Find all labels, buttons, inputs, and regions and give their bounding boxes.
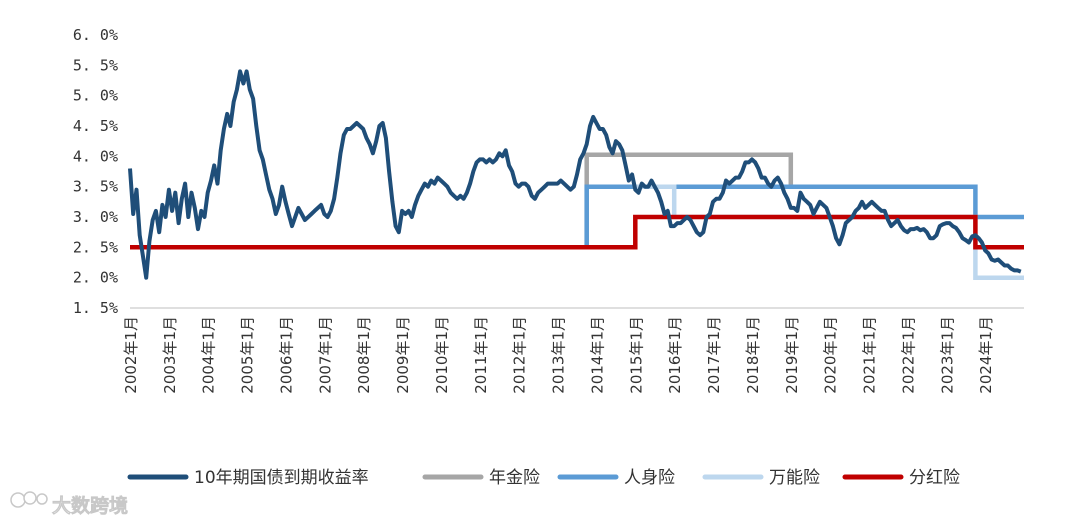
plot-area — [128, 69, 1024, 280]
x-tick-label: 2003年1月 — [161, 316, 179, 394]
x-axis: 2002年1月 2003年1月 2004年1月 2005年1月 2006年1月 2007年… — [122, 307, 1024, 394]
x-tick-label: 2007年1月 — [316, 316, 334, 394]
x-tick-label: 2005年1月 — [239, 316, 257, 394]
y-tick-label: 3. 0% — [73, 208, 118, 226]
y-tick-label: 4. 0% — [73, 147, 118, 165]
legend-label: 万能险 — [769, 468, 820, 488]
y-tick-label: 4. 5% — [73, 117, 118, 135]
x-tick-label: 2020年1月 — [822, 316, 840, 394]
series-line-2 — [584, 184, 1024, 248]
x-tick-label: 2009年1月 — [394, 316, 412, 394]
x-tick-label: 2006年1月 — [277, 316, 295, 394]
y-tick-label: 2. 5% — [73, 238, 118, 256]
legend: 10年期国债到期收益率 年金险 人身险 万能险 分红险 — [127, 468, 960, 488]
y-tick-label: 6. 0% — [73, 26, 118, 44]
y-tick-label: 5. 5% — [73, 56, 118, 74]
x-tick-label: 2018年1月 — [744, 316, 762, 394]
x-tick-label: 2024年1月 — [977, 316, 995, 394]
x-tick-label: 2016年1月 — [666, 316, 684, 394]
y-tick-label: 5. 0% — [73, 87, 118, 105]
legend-label: 人身险 — [624, 468, 675, 488]
x-tick-label: 2012年1月 — [511, 316, 529, 394]
x-tick-label: 2011年1月 — [472, 316, 490, 394]
legend-label: 年金险 — [489, 468, 540, 488]
watermark: 大数跨境 — [10, 491, 128, 517]
y-tick-label: 3. 5% — [73, 178, 118, 196]
series-line-3 — [635, 184, 1024, 280]
y-tick-label: 1. 5% — [73, 299, 118, 317]
x-tick-label: 2010年1月 — [433, 316, 451, 394]
x-tick-label: 2008年1月 — [355, 316, 373, 394]
x-tick-label: 2015年1月 — [627, 316, 645, 394]
x-tick-label: 2002年1月 — [122, 316, 140, 394]
legend-label: 10年期国债到期收益率 — [194, 468, 369, 488]
watermark-text: 大数跨境 — [52, 494, 128, 517]
watermark-logo-icon — [10, 491, 48, 508]
legend-label: 分红险 — [909, 468, 960, 488]
x-tick-label: 2021年1月 — [861, 316, 879, 394]
y-axis: 6. 0% 5. 5% 5. 0% 4. 5% 4. 0% 3. 5% 3. 0% 2. 5%… — [73, 26, 118, 317]
x-tick-label: 2013年1月 — [550, 316, 568, 394]
x-tick-label: 2014年1月 — [588, 316, 606, 394]
series-line-0 — [128, 69, 1022, 280]
y-tick-label: 2. 0% — [73, 269, 118, 287]
x-tick-label: 2023年1月 — [938, 316, 956, 394]
x-tick-label: 2019年1月 — [783, 316, 801, 394]
x-tick-label: 2004年1月 — [200, 316, 218, 394]
x-tick-label: 2017年1月 — [705, 316, 723, 394]
x-tick-label: 2022年1月 — [899, 316, 917, 394]
